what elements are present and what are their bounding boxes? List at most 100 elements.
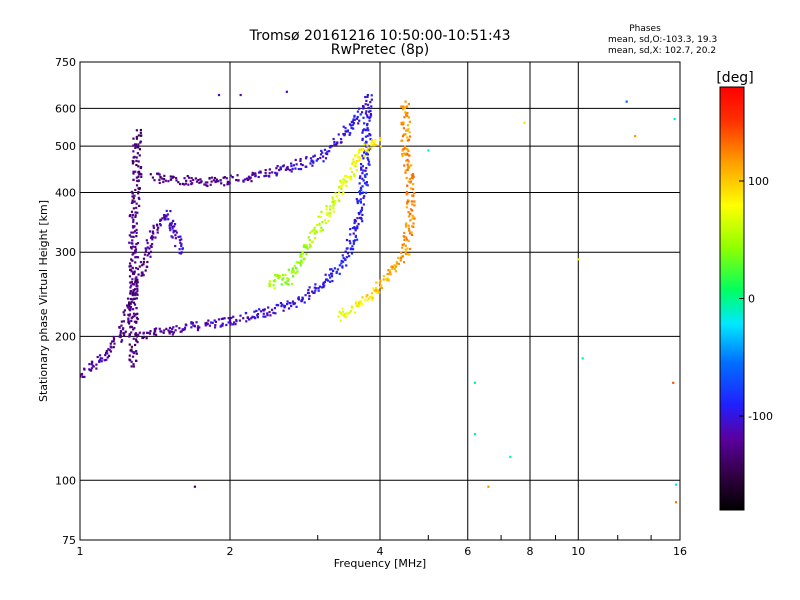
data-point [132, 144, 135, 147]
data-point [353, 219, 356, 223]
data-point [225, 323, 228, 327]
data-point [375, 281, 378, 284]
data-point [130, 280, 133, 284]
data-point [263, 308, 266, 311]
data-point [188, 176, 191, 179]
data-point [411, 194, 414, 197]
data-point [227, 317, 230, 320]
data-point [273, 287, 276, 290]
data-point [363, 154, 366, 158]
data-point [220, 182, 223, 185]
data-point [363, 298, 366, 301]
data-point [226, 183, 229, 186]
data-point [287, 168, 290, 171]
data-point [292, 270, 295, 273]
data-point [411, 217, 414, 220]
data-point [369, 101, 372, 104]
data-point [135, 297, 138, 300]
data-point [674, 501, 678, 504]
data-point [337, 133, 340, 136]
data-point [135, 276, 138, 279]
data-point [404, 171, 407, 174]
data-point [329, 208, 332, 211]
data-point [307, 291, 310, 295]
data-point [286, 277, 289, 280]
data-point [132, 365, 135, 368]
data-point [156, 231, 159, 234]
data-point [268, 280, 271, 283]
data-point [134, 214, 137, 217]
data-point [129, 326, 132, 329]
data-point [356, 201, 359, 205]
data-point [223, 176, 226, 179]
data-point [411, 214, 414, 217]
data-point [142, 332, 145, 335]
data-point [259, 170, 262, 173]
data-point [195, 321, 198, 324]
data-point [290, 170, 293, 173]
data-point [346, 176, 350, 179]
data-point [309, 231, 312, 234]
data-point [359, 211, 362, 214]
data-point [401, 139, 404, 142]
data-point [359, 156, 362, 159]
data-point [136, 289, 139, 293]
data-point [175, 179, 178, 182]
data-point [127, 322, 131, 325]
data-point [402, 121, 405, 124]
data-point [351, 123, 354, 127]
data-point [229, 323, 232, 326]
data-point [229, 322, 232, 325]
data-point [370, 94, 373, 97]
data-point [350, 126, 353, 130]
data-point [344, 250, 347, 253]
data-point [315, 159, 318, 162]
data-point [356, 115, 359, 119]
data-point [291, 167, 294, 171]
data-point [407, 224, 410, 227]
data-point [134, 277, 137, 280]
data-point [407, 139, 410, 142]
data-point [402, 105, 405, 108]
data-point [408, 232, 412, 235]
data-point [291, 282, 294, 285]
data-point [323, 148, 327, 151]
data-point [223, 317, 226, 320]
data-point [322, 281, 325, 284]
data-point [387, 269, 390, 272]
data-point [219, 179, 222, 182]
data-point [346, 312, 349, 315]
data-point [137, 146, 140, 149]
data-point [180, 243, 183, 246]
data-point [308, 294, 311, 298]
data-point [235, 318, 238, 322]
data-point [358, 159, 361, 162]
data-point [183, 177, 186, 180]
data-point [331, 196, 334, 199]
data-point [303, 244, 306, 247]
data-point [301, 261, 304, 264]
data-point [342, 180, 345, 183]
trace-vertex [362, 107, 365, 110]
data-point [134, 343, 137, 347]
data-point [353, 118, 357, 121]
data-point [276, 304, 280, 307]
data-point [352, 242, 355, 245]
data-point [406, 124, 410, 127]
data-point [129, 307, 132, 310]
data-point [379, 284, 383, 287]
data-point [231, 323, 235, 326]
data-point [199, 178, 202, 181]
data-point [403, 145, 407, 148]
data-point [138, 148, 142, 151]
data-point [179, 330, 182, 333]
data-point [136, 242, 140, 245]
data-point [322, 155, 325, 158]
colorbar-tick-label: -100 [748, 410, 773, 423]
data-point [137, 187, 140, 190]
data-point [269, 314, 272, 317]
data-point [296, 270, 299, 273]
data-point [183, 183, 186, 186]
data-point [100, 360, 103, 363]
data-point [134, 333, 137, 336]
